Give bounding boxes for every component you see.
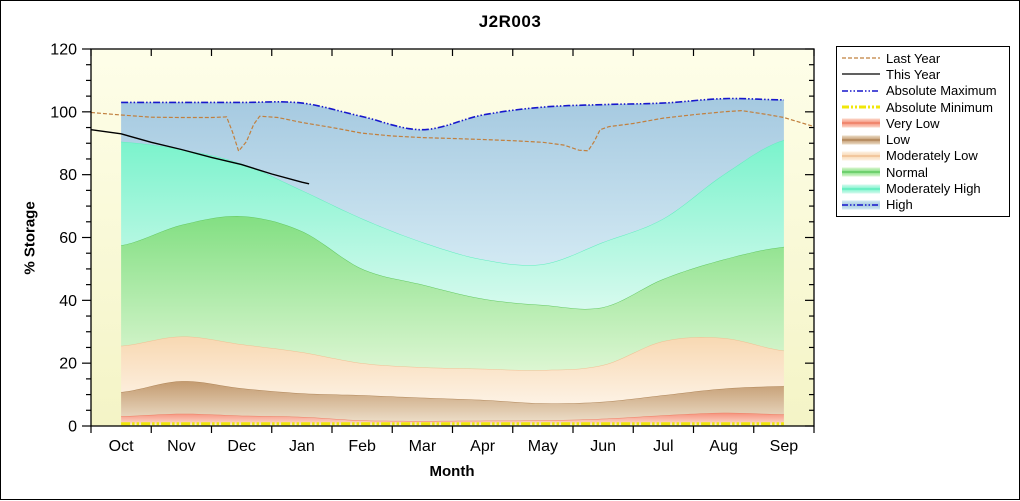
legend-item-moderately-low: Moderately Low — [842, 148, 1004, 164]
legend-symbol-band — [842, 135, 880, 145]
legend-symbol-line — [842, 89, 880, 92]
svg-text:20: 20 — [59, 356, 77, 373]
y-tick-labels: 0 20 40 60 80 100 120 — [50, 42, 77, 436]
band-high — [121, 98, 784, 266]
svg-text:May: May — [528, 438, 558, 455]
legend-item-normal: Normal — [842, 164, 1004, 180]
svg-text:Nov: Nov — [167, 438, 195, 455]
svg-text:0: 0 — [68, 419, 77, 436]
svg-text:Feb: Feb — [348, 438, 376, 455]
legend-label: Absolute Maximum — [886, 83, 997, 99]
legend-symbol-line — [842, 105, 880, 109]
this-year-line — [90, 129, 310, 185]
svg-text:60: 60 — [59, 230, 77, 247]
legend-item-moderately-high: Moderately High — [842, 180, 1004, 196]
axis-ticks — [82, 48, 815, 433]
legend-label: Very Low — [886, 115, 940, 131]
legend-item-absolute-maximum: Absolute Maximum — [842, 83, 1004, 99]
svg-text:40: 40 — [59, 293, 77, 310]
legend-label: High — [886, 197, 913, 213]
svg-text:Mar: Mar — [409, 438, 437, 455]
legend-symbol-line — [842, 73, 880, 76]
last-year-line — [90, 109, 815, 153]
band-very-low — [121, 412, 784, 424]
legend-item-high: High — [842, 197, 1004, 213]
legend-symbol-band — [842, 118, 880, 128]
legend-symbol-line — [842, 57, 880, 59]
svg-text:Oct: Oct — [109, 438, 134, 455]
legend: Last Year This Year Absolute Maximum Absolu… — [836, 46, 1010, 217]
legend-item-very-low: Very Low — [842, 115, 1004, 131]
y-axis-label: % Storage — [21, 201, 39, 275]
svg-text:Sep: Sep — [770, 438, 799, 455]
legend-label: Absolute Minimum — [886, 99, 993, 115]
svg-text:Apr: Apr — [470, 438, 496, 455]
band-low — [121, 381, 784, 421]
legend-label: Normal — [886, 164, 928, 180]
x-axis-label: Month — [429, 463, 475, 480]
legend-label: This Year — [886, 66, 941, 82]
band-normal — [121, 216, 784, 371]
legend-label: Last Year — [886, 50, 941, 66]
legend-label: Moderately Low — [886, 148, 978, 164]
legend-label: Low — [886, 132, 910, 148]
legend-symbol-band — [842, 167, 880, 177]
svg-text:Dec: Dec — [227, 438, 255, 455]
legend-item-this-year: This Year — [842, 66, 1004, 82]
percentile-bands — [120, 98, 785, 424]
svg-text:100: 100 — [50, 104, 77, 121]
chart-title: J2R003 — [478, 12, 542, 31]
legend-label: Moderately High — [886, 181, 981, 197]
legend-item-last-year: Last Year — [842, 50, 1004, 66]
svg-text:Jan: Jan — [289, 438, 315, 455]
svg-text:Jul: Jul — [653, 438, 673, 455]
band-moderately-low — [121, 336, 784, 404]
legend-item-low: Low — [842, 131, 1004, 147]
svg-text:Jun: Jun — [590, 438, 616, 455]
svg-text:Aug: Aug — [709, 438, 737, 455]
svg-text:80: 80 — [59, 167, 77, 184]
band-moderately-high — [121, 140, 784, 309]
x-tick-labels: Oct Nov Dec Jan Feb Mar Apr May Jun Jul Aug Sep — [109, 438, 799, 455]
legend-symbol-band — [842, 151, 880, 161]
legend-symbol-band — [842, 184, 880, 194]
svg-text:120: 120 — [50, 42, 77, 59]
legend-symbol-band-line — [842, 200, 880, 210]
legend-item-absolute-minimum: Absolute Minimum — [842, 99, 1004, 115]
